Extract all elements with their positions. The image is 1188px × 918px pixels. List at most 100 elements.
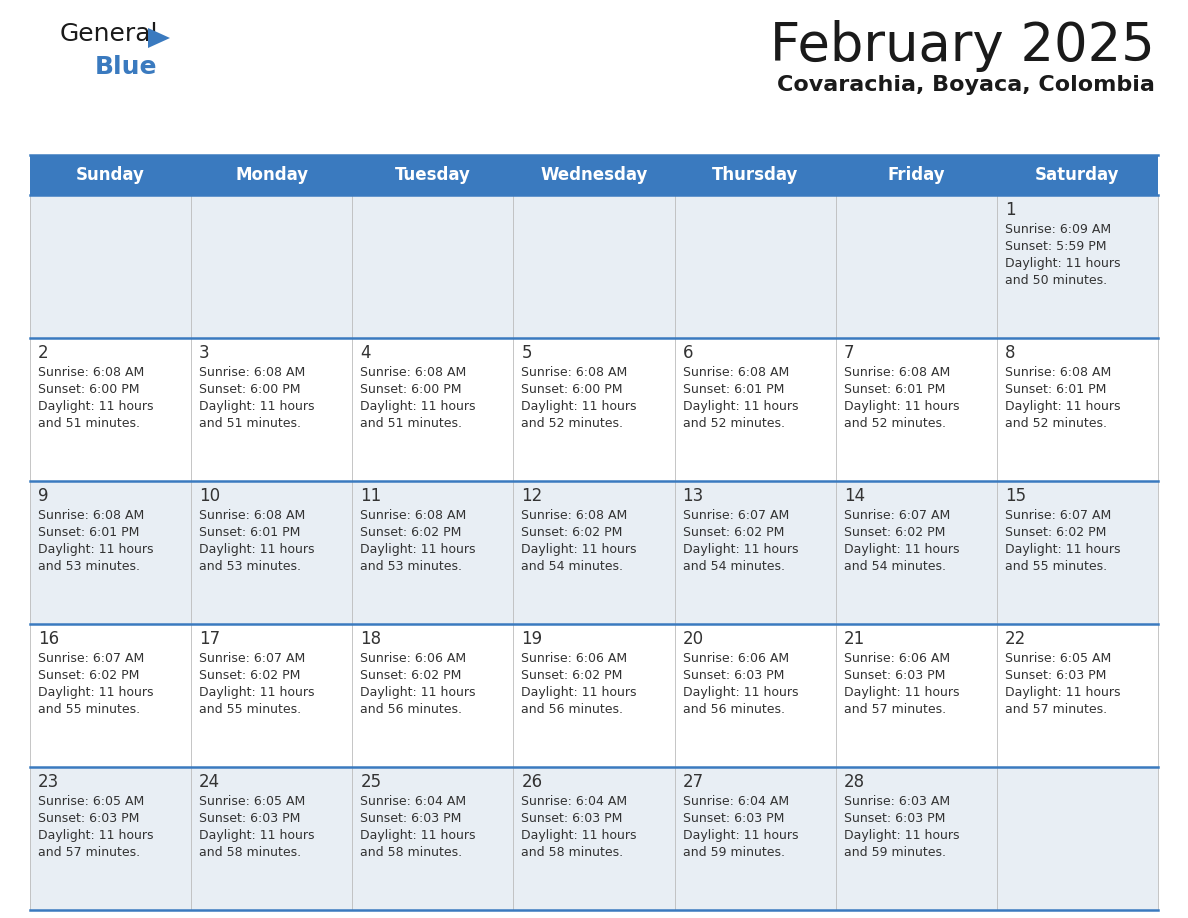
Text: 2: 2: [38, 344, 49, 362]
Text: Daylight: 11 hours: Daylight: 11 hours: [843, 686, 959, 699]
Text: Daylight: 11 hours: Daylight: 11 hours: [683, 829, 798, 842]
Text: Daylight: 11 hours: Daylight: 11 hours: [200, 686, 315, 699]
Bar: [997, 481, 1158, 624]
Text: Daylight: 11 hours: Daylight: 11 hours: [200, 829, 315, 842]
Text: 20: 20: [683, 630, 703, 648]
Text: Sunrise: 6:08 AM: Sunrise: 6:08 AM: [522, 509, 627, 522]
Text: Sunset: 6:02 PM: Sunset: 6:02 PM: [522, 669, 623, 682]
Text: and 58 minutes.: and 58 minutes.: [200, 846, 302, 859]
Bar: [513, 624, 675, 767]
Text: Sunset: 6:00 PM: Sunset: 6:00 PM: [200, 383, 301, 396]
Text: Saturday: Saturday: [1035, 166, 1119, 184]
Text: and 58 minutes.: and 58 minutes.: [360, 846, 462, 859]
Text: 22: 22: [1005, 630, 1026, 648]
Text: 17: 17: [200, 630, 220, 648]
Text: and 53 minutes.: and 53 minutes.: [38, 560, 140, 573]
Text: Daylight: 11 hours: Daylight: 11 hours: [38, 400, 153, 413]
Text: Sunrise: 6:05 AM: Sunrise: 6:05 AM: [1005, 652, 1111, 665]
Bar: [353, 481, 513, 624]
Text: Sunrise: 6:06 AM: Sunrise: 6:06 AM: [522, 652, 627, 665]
Text: Daylight: 11 hours: Daylight: 11 hours: [38, 543, 153, 556]
Text: Sunset: 6:02 PM: Sunset: 6:02 PM: [683, 526, 784, 539]
Bar: [513, 195, 675, 338]
Polygon shape: [148, 28, 170, 48]
Text: Sunset: 6:00 PM: Sunset: 6:00 PM: [360, 383, 462, 396]
Text: Friday: Friday: [887, 166, 946, 184]
Text: Daylight: 11 hours: Daylight: 11 hours: [683, 543, 798, 556]
Text: 23: 23: [38, 773, 59, 791]
Bar: [997, 195, 1158, 338]
Text: Sunrise: 6:05 AM: Sunrise: 6:05 AM: [38, 795, 144, 808]
Bar: [675, 767, 835, 910]
Bar: [191, 338, 353, 481]
Text: and 53 minutes.: and 53 minutes.: [360, 560, 462, 573]
Text: 16: 16: [38, 630, 59, 648]
Bar: [835, 624, 997, 767]
Text: Daylight: 11 hours: Daylight: 11 hours: [843, 400, 959, 413]
Text: 24: 24: [200, 773, 220, 791]
Text: Sunrise: 6:06 AM: Sunrise: 6:06 AM: [843, 652, 950, 665]
Text: Sunrise: 6:08 AM: Sunrise: 6:08 AM: [200, 366, 305, 379]
Text: Sunset: 6:02 PM: Sunset: 6:02 PM: [38, 669, 139, 682]
Text: Daylight: 11 hours: Daylight: 11 hours: [522, 543, 637, 556]
Text: and 59 minutes.: and 59 minutes.: [843, 846, 946, 859]
Bar: [513, 338, 675, 481]
Text: Daylight: 11 hours: Daylight: 11 hours: [683, 686, 798, 699]
Text: Sunset: 6:01 PM: Sunset: 6:01 PM: [683, 383, 784, 396]
Text: 3: 3: [200, 344, 210, 362]
Bar: [675, 195, 835, 338]
Text: Sunrise: 6:05 AM: Sunrise: 6:05 AM: [200, 795, 305, 808]
Bar: [30, 481, 191, 624]
Text: Sunrise: 6:08 AM: Sunrise: 6:08 AM: [38, 366, 144, 379]
Text: Daylight: 11 hours: Daylight: 11 hours: [360, 400, 475, 413]
Text: Sunset: 6:03 PM: Sunset: 6:03 PM: [38, 812, 139, 825]
Bar: [191, 624, 353, 767]
Text: and 53 minutes.: and 53 minutes.: [200, 560, 301, 573]
Text: Daylight: 11 hours: Daylight: 11 hours: [1005, 400, 1120, 413]
Text: February 2025: February 2025: [770, 20, 1155, 72]
Text: 10: 10: [200, 487, 220, 505]
Text: Daylight: 11 hours: Daylight: 11 hours: [843, 829, 959, 842]
Text: Daylight: 11 hours: Daylight: 11 hours: [38, 829, 153, 842]
Text: 7: 7: [843, 344, 854, 362]
Text: 26: 26: [522, 773, 543, 791]
Text: Sunrise: 6:08 AM: Sunrise: 6:08 AM: [38, 509, 144, 522]
Text: Sunrise: 6:03 AM: Sunrise: 6:03 AM: [843, 795, 950, 808]
Text: and 54 minutes.: and 54 minutes.: [522, 560, 624, 573]
Text: and 59 minutes.: and 59 minutes.: [683, 846, 784, 859]
Bar: [30, 338, 191, 481]
Text: Sunrise: 6:08 AM: Sunrise: 6:08 AM: [1005, 366, 1111, 379]
Text: Daylight: 11 hours: Daylight: 11 hours: [1005, 543, 1120, 556]
Text: 4: 4: [360, 344, 371, 362]
Text: and 54 minutes.: and 54 minutes.: [843, 560, 946, 573]
Text: Covarachia, Boyaca, Colombia: Covarachia, Boyaca, Colombia: [777, 75, 1155, 95]
Text: Sunrise: 6:08 AM: Sunrise: 6:08 AM: [200, 509, 305, 522]
Text: Sunrise: 6:04 AM: Sunrise: 6:04 AM: [522, 795, 627, 808]
Bar: [30, 155, 1158, 195]
Text: Sunrise: 6:07 AM: Sunrise: 6:07 AM: [200, 652, 305, 665]
Text: Daylight: 11 hours: Daylight: 11 hours: [360, 686, 475, 699]
Text: Daylight: 11 hours: Daylight: 11 hours: [522, 400, 637, 413]
Text: and 55 minutes.: and 55 minutes.: [38, 703, 140, 716]
Bar: [353, 195, 513, 338]
Bar: [191, 481, 353, 624]
Bar: [835, 767, 997, 910]
Text: and 52 minutes.: and 52 minutes.: [843, 417, 946, 430]
Bar: [513, 767, 675, 910]
Text: 6: 6: [683, 344, 693, 362]
Text: and 52 minutes.: and 52 minutes.: [683, 417, 784, 430]
Text: Sunset: 6:01 PM: Sunset: 6:01 PM: [843, 383, 946, 396]
Text: 5: 5: [522, 344, 532, 362]
Text: Sunset: 6:03 PM: Sunset: 6:03 PM: [683, 812, 784, 825]
Text: and 56 minutes.: and 56 minutes.: [522, 703, 624, 716]
Text: Sunrise: 6:08 AM: Sunrise: 6:08 AM: [360, 509, 467, 522]
Text: Sunset: 6:03 PM: Sunset: 6:03 PM: [683, 669, 784, 682]
Text: and 51 minutes.: and 51 minutes.: [360, 417, 462, 430]
Text: Sunset: 6:03 PM: Sunset: 6:03 PM: [1005, 669, 1106, 682]
Text: Sunset: 6:02 PM: Sunset: 6:02 PM: [843, 526, 946, 539]
Text: Sunset: 6:03 PM: Sunset: 6:03 PM: [200, 812, 301, 825]
Text: Sunset: 6:02 PM: Sunset: 6:02 PM: [360, 669, 462, 682]
Text: 27: 27: [683, 773, 703, 791]
Text: Sunrise: 6:08 AM: Sunrise: 6:08 AM: [360, 366, 467, 379]
Text: and 55 minutes.: and 55 minutes.: [200, 703, 302, 716]
